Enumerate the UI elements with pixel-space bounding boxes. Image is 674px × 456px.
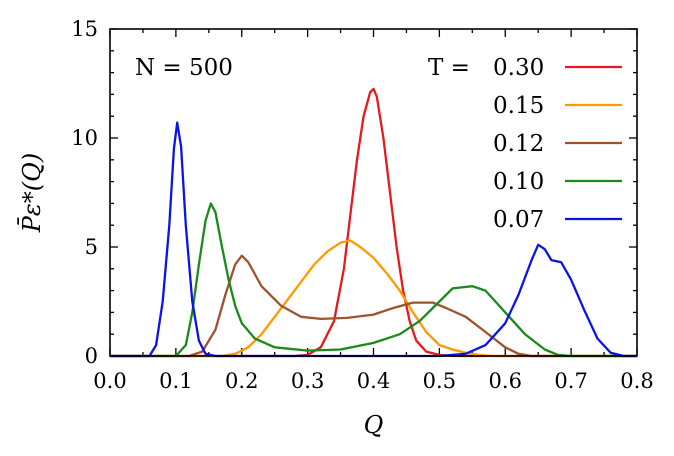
x-tick-label: 0.6 (489, 369, 522, 393)
legend: 0.30 0.15 0.12 0.10 0.07 (493, 55, 622, 233)
x-tick-label: 0.4 (357, 369, 390, 393)
y-tick-label: 15 (71, 17, 98, 41)
legend-label: 0.15 (493, 93, 544, 119)
y-tick-label: 10 (71, 126, 98, 150)
series-line-0.15 (110, 239, 637, 358)
sample-size-annotation: N = 500 (135, 55, 233, 81)
series-line-0.10 (110, 202, 637, 358)
x-axis-label: Q (364, 411, 384, 439)
x-tick-label: 0.1 (159, 369, 192, 393)
series-line-0.12 (110, 254, 637, 358)
tick-labels: 0.0 0.1 0.2 0.3 0.4 0.5 0.6 0.7 0.8 0 5 10 15 (71, 17, 653, 393)
x-tick-label: 0.7 (554, 369, 587, 393)
series-line-0.30 (110, 87, 637, 358)
y-tick-label: 0 (85, 344, 98, 368)
x-tick-label: 0.2 (225, 369, 258, 393)
y-tick-label: 5 (85, 235, 98, 259)
legend-label: 0.10 (493, 169, 544, 195)
x-tick-label: 0.5 (423, 369, 456, 393)
x-tick-label: 0.8 (620, 369, 653, 393)
x-tick-label: 0.3 (291, 369, 324, 393)
plot-frame (109, 28, 638, 357)
x-tick-label: 0.0 (93, 369, 126, 393)
legend-title: T = (428, 55, 470, 81)
series-line-0.07 (110, 121, 637, 358)
legend-label: 0.07 (493, 207, 544, 233)
y-axis-label: P̄ε*(Q) (18, 153, 46, 233)
series-layer (110, 87, 637, 358)
legend-label: 0.12 (493, 131, 544, 157)
legend-label: 0.30 (493, 55, 544, 81)
